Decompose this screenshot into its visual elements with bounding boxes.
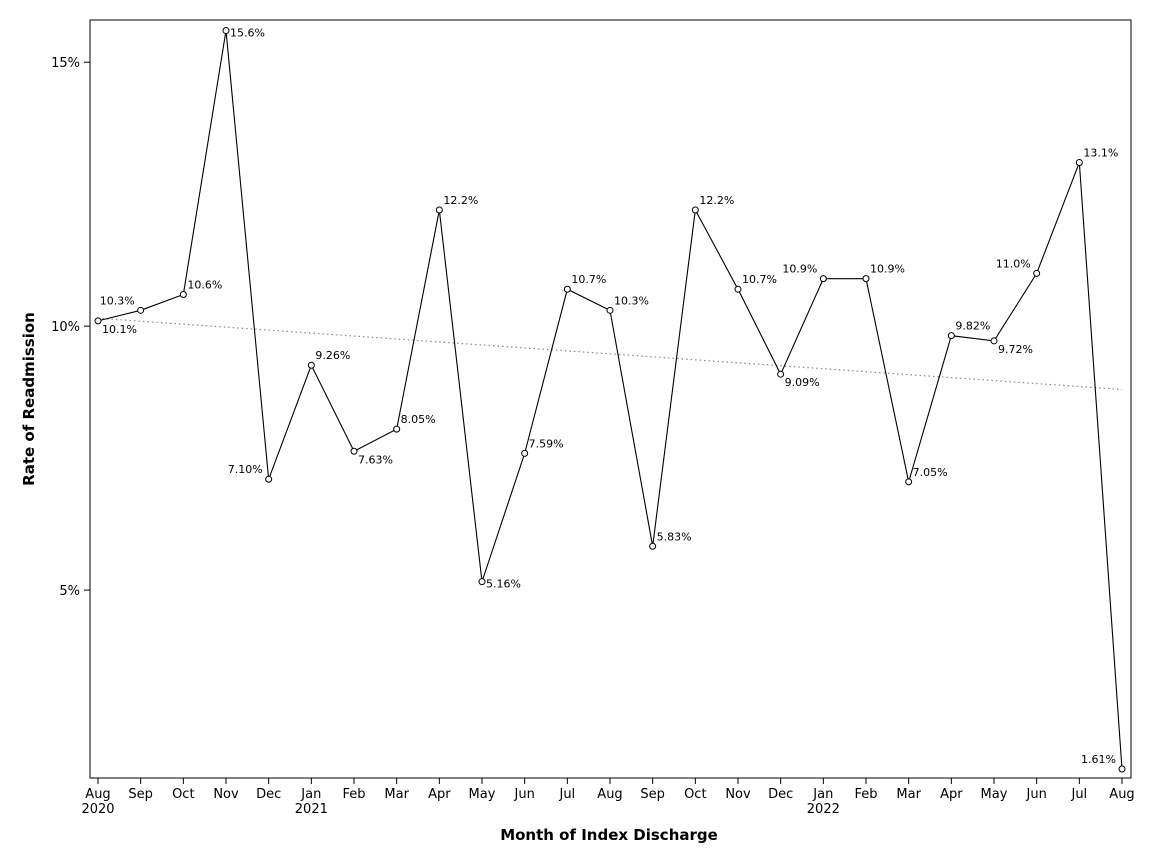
data-label: 7.59% bbox=[529, 437, 564, 450]
marker bbox=[1075, 159, 1083, 167]
data-label: 9.26% bbox=[315, 349, 350, 362]
x-tick-label: Apr bbox=[428, 787, 451, 802]
trend-line bbox=[97, 317, 1123, 391]
marker bbox=[649, 542, 657, 550]
y-tick-label: 5% bbox=[59, 584, 80, 599]
data-label: 12.2% bbox=[699, 194, 734, 207]
x-tick-label: Dec bbox=[768, 787, 793, 802]
line bbox=[97, 30, 1123, 770]
plot-frame bbox=[89, 19, 1132, 779]
x-tick-label: Jul bbox=[1070, 787, 1087, 802]
x-tick-label: Jan bbox=[812, 787, 833, 802]
data-label: 7.05% bbox=[913, 466, 948, 479]
x-tick-label: Apr bbox=[940, 787, 963, 802]
data-label: 10.3% bbox=[614, 294, 649, 307]
marker bbox=[393, 425, 401, 433]
data-label: 11.0% bbox=[996, 257, 1031, 270]
marker bbox=[734, 285, 742, 293]
data-label: 10.3% bbox=[100, 294, 135, 307]
marker bbox=[521, 449, 529, 457]
data-label: 10.9% bbox=[782, 263, 817, 276]
x-tick-label: Nov bbox=[725, 787, 751, 802]
marker bbox=[947, 332, 955, 340]
data-label: 5.16% bbox=[486, 578, 521, 591]
x-tick-label: May bbox=[469, 787, 496, 802]
marker bbox=[222, 27, 230, 35]
marker bbox=[94, 317, 102, 325]
marker bbox=[179, 290, 187, 298]
x-tick-label: Oct bbox=[172, 787, 194, 802]
x-tick-label: Aug bbox=[85, 787, 110, 802]
x-tick-label: Oct bbox=[684, 787, 706, 802]
x-tick-label: Feb bbox=[342, 787, 365, 802]
data-label: 10.6% bbox=[187, 278, 222, 291]
y-tick-label: 15% bbox=[51, 56, 80, 71]
y-axis-label: Rate of Readmission bbox=[20, 312, 38, 486]
marker bbox=[478, 578, 486, 586]
marker bbox=[435, 206, 443, 214]
x-tick-label: Jan bbox=[300, 787, 321, 802]
x-year-label: 2021 bbox=[295, 802, 328, 817]
marker bbox=[1033, 269, 1041, 277]
x-tick-label: Aug bbox=[1109, 787, 1134, 802]
data-label: 13.1% bbox=[1083, 147, 1118, 160]
data-label: 7.63% bbox=[358, 453, 393, 466]
marker bbox=[990, 337, 998, 345]
marker bbox=[819, 275, 827, 283]
marker bbox=[777, 370, 785, 378]
data-label: 10.9% bbox=[870, 263, 905, 276]
x-tick-label: Jun bbox=[514, 787, 535, 802]
y-tick-label: 10% bbox=[51, 320, 80, 335]
marker bbox=[606, 306, 614, 314]
data-label: 8.05% bbox=[401, 413, 436, 426]
x-tick-label: Aug bbox=[597, 787, 622, 802]
x-tick-label: Dec bbox=[256, 787, 281, 802]
x-tick-label: Jun bbox=[1026, 787, 1047, 802]
data-label: 15.6% bbox=[230, 27, 265, 40]
data-label: 9.09% bbox=[785, 376, 820, 389]
marker bbox=[862, 275, 870, 283]
x-tick-label: Jul bbox=[558, 787, 575, 802]
data-label: 10.1% bbox=[102, 323, 137, 336]
x-tick-label: Mar bbox=[896, 787, 921, 802]
data-label: 1.61% bbox=[1081, 753, 1116, 766]
data-label: 10.7% bbox=[571, 273, 606, 286]
x-tick-label: Mar bbox=[384, 787, 409, 802]
marker bbox=[563, 285, 571, 293]
marker bbox=[905, 478, 913, 486]
x-tick-label: Sep bbox=[640, 787, 665, 802]
marker bbox=[307, 361, 315, 369]
marker bbox=[691, 206, 699, 214]
data-label: 5.83% bbox=[657, 530, 692, 543]
data-label: 7.10% bbox=[228, 463, 263, 476]
x-tick-label: Nov bbox=[213, 787, 239, 802]
data-label: 12.2% bbox=[443, 194, 478, 207]
x-tick-label: Sep bbox=[128, 787, 153, 802]
x-year-label: 2022 bbox=[807, 802, 840, 817]
marker bbox=[1118, 765, 1126, 773]
data-label: 9.82% bbox=[955, 320, 990, 333]
marker bbox=[137, 306, 145, 314]
data-label: 9.72% bbox=[998, 343, 1033, 356]
data-label: 10.7% bbox=[742, 273, 777, 286]
marker bbox=[265, 475, 273, 483]
x-year-label: 2020 bbox=[81, 802, 114, 817]
x-tick-label: Feb bbox=[854, 787, 877, 802]
x-tick-label: May bbox=[981, 787, 1008, 802]
x-axis-label: Month of Index Discharge bbox=[500, 826, 718, 844]
marker bbox=[350, 447, 358, 455]
